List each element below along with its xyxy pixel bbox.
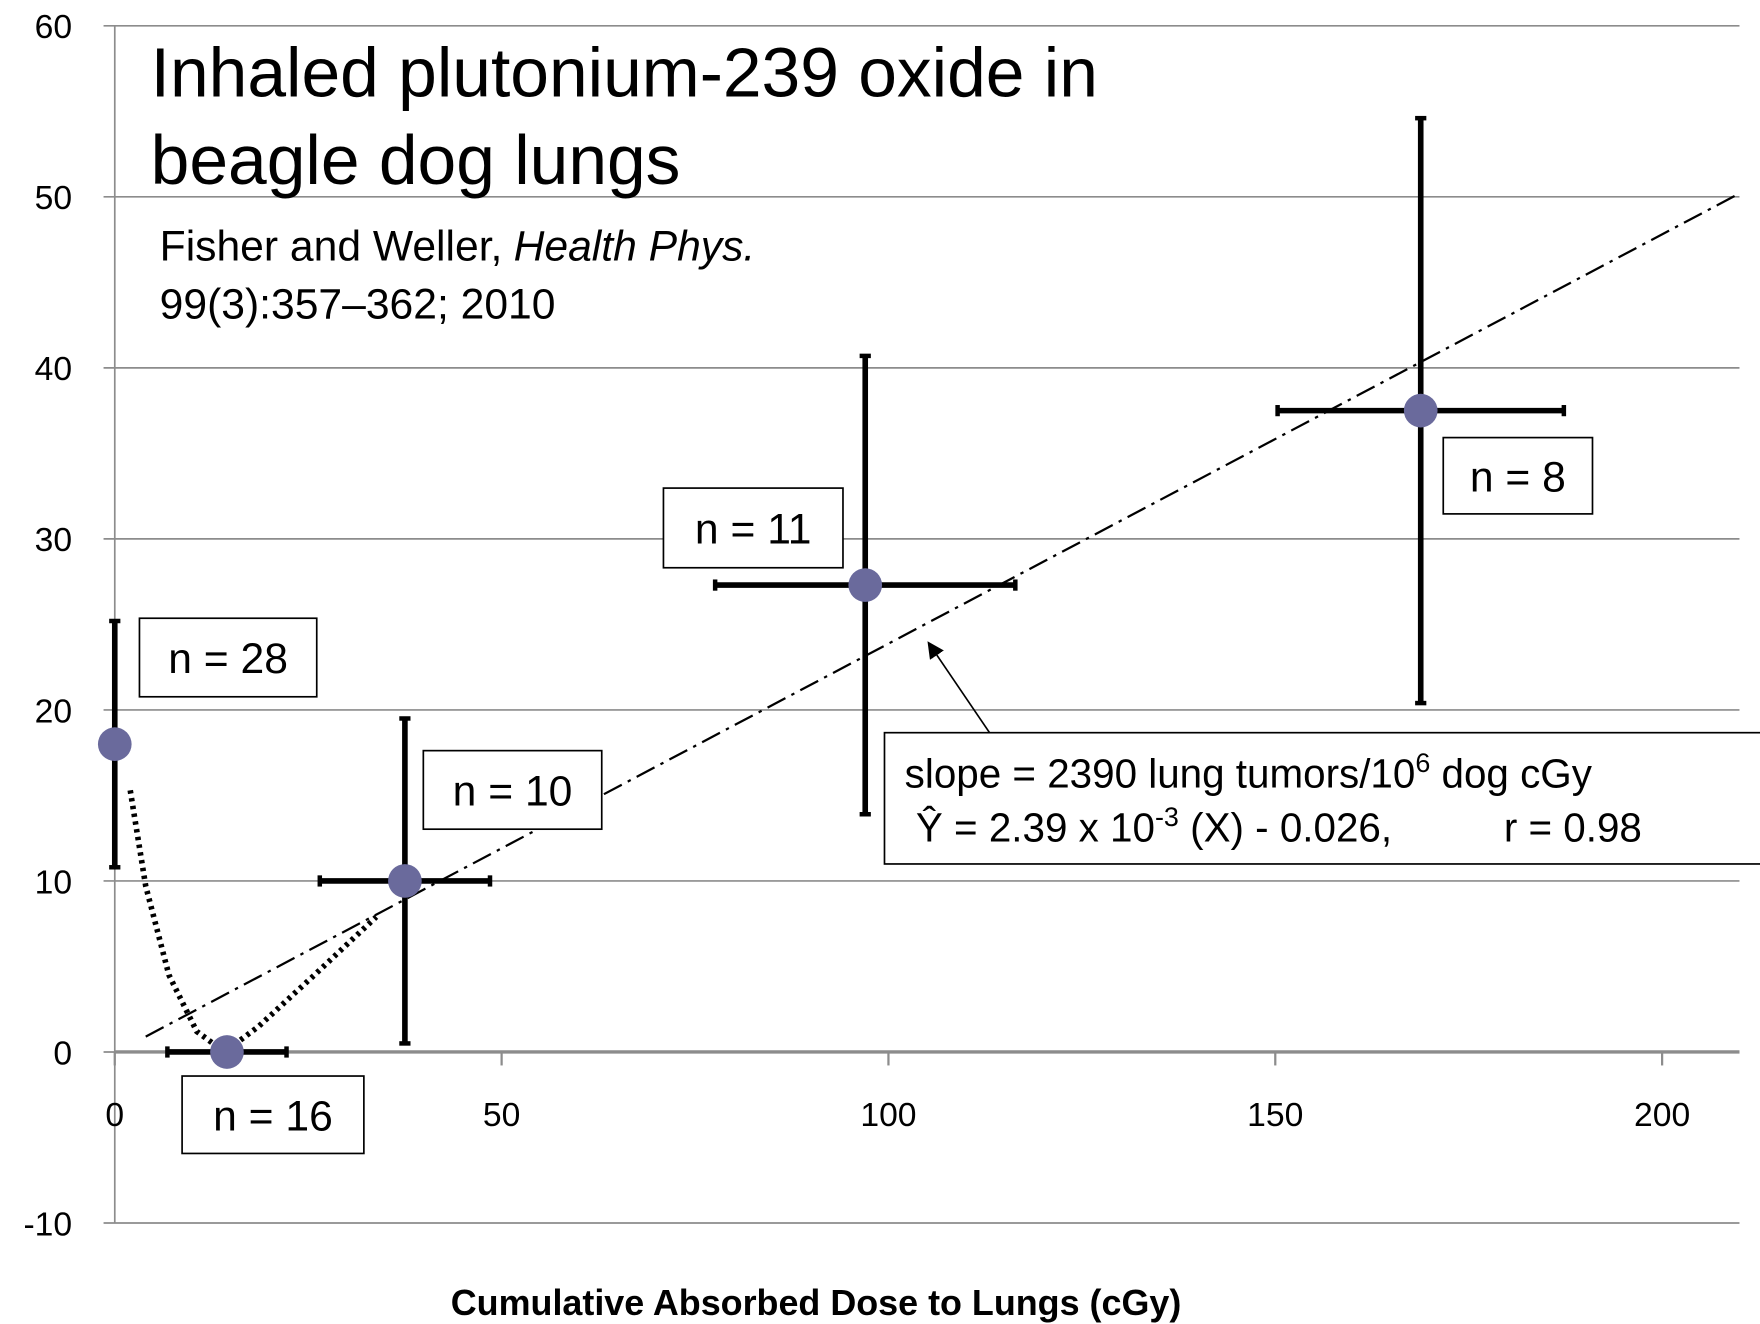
point [848, 568, 883, 602]
point [210, 1035, 244, 1069]
annotation-box [883, 731, 1760, 865]
y-tick-label: 50 [35, 180, 72, 217]
superscript: 6 [1415, 748, 1430, 778]
point-label: n = 28 [168, 635, 288, 683]
point-label: n = 11 [695, 506, 812, 554]
label-box [662, 487, 844, 569]
annotation-text: dog cGy [1430, 751, 1592, 797]
y-tick-label: 10 [35, 864, 72, 901]
point [388, 864, 422, 898]
y-tick-label: 60 [35, 9, 72, 46]
annotation-r: r = 0.98 [1504, 805, 1642, 851]
citation-ref: 99(3):357–362; 2010 [160, 281, 556, 329]
y-tick-label: 0 [53, 1035, 72, 1072]
label-box [422, 749, 603, 831]
annotation-text: slope = 2390 lung tumors/10 [905, 751, 1416, 797]
x-tick-label: 200 [1634, 1097, 1690, 1134]
annotation-equation: Ŷ = 2.39 x 10-3 (X) - 0.026, [916, 802, 1392, 851]
annotation-text: Ŷ = 2.39 x 10 [916, 805, 1155, 851]
y-tick-label: 20 [35, 693, 72, 730]
y-tick-label: 30 [35, 522, 72, 559]
x-tick-label: 150 [1247, 1097, 1303, 1134]
point-label: n = 10 [453, 768, 573, 816]
citation-authors: Fisher and Weller, [160, 222, 503, 270]
chart-title: Inhaled plutonium-239 oxide in [151, 33, 1098, 111]
citation-journal: Health Phys. [514, 222, 756, 270]
label-box [138, 617, 318, 698]
point [97, 727, 132, 761]
x-tick-label: 0 [105, 1097, 124, 1134]
x-tick-label: 100 [860, 1097, 916, 1134]
label-box [181, 1075, 365, 1155]
y-tick-label: -10 [23, 1206, 72, 1243]
citation: Fisher and Weller, Health Phys. [160, 222, 756, 270]
label-box [1442, 436, 1594, 515]
y-tick-label: 40 [35, 351, 72, 388]
annotation-arrow [927, 641, 992, 736]
superscript: -3 [1155, 802, 1179, 832]
x-axis-label: Cumulative Absorbed Dose to Lungs (cGy) [451, 1283, 1182, 1323]
annotation-slope: slope = 2390 lung tumors/106 dog cGy [905, 748, 1593, 797]
x-tick-label: 50 [483, 1097, 520, 1134]
dotted-curve [127, 789, 379, 1056]
chart-title: beagle dog lungs [151, 121, 681, 199]
point-label: n = 8 [1470, 453, 1566, 501]
annotation-text: (X) - 0.026, [1179, 805, 1392, 851]
point-label: n = 16 [213, 1092, 333, 1140]
point [1403, 393, 1438, 428]
